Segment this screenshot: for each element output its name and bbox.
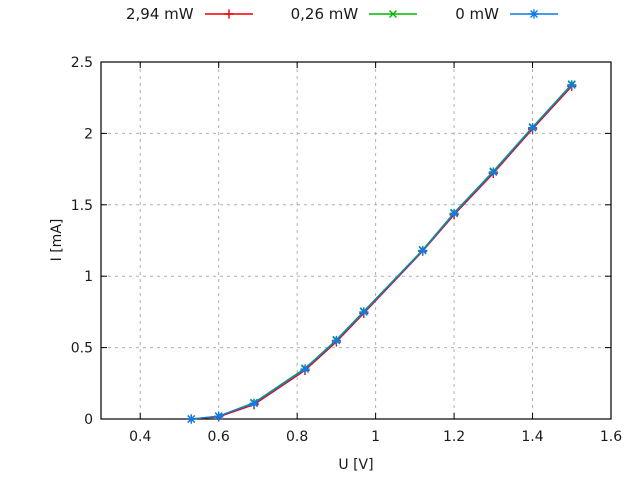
x-tick-label: 0.8 <box>286 429 308 445</box>
x-tick-label: 1.4 <box>521 429 543 445</box>
series-line-1 <box>191 83 573 420</box>
x-tick-label: 0.4 <box>129 429 151 445</box>
legend-label: 2,94 mW <box>126 5 194 23</box>
y-tick-label: 1 <box>84 269 93 285</box>
x-tick-label: 1 <box>371 429 380 445</box>
y-tick-label: 1.5 <box>71 198 93 214</box>
legend-item-0mw: 0 mW <box>455 5 560 23</box>
y-tick-label: 0 <box>84 412 93 428</box>
x-tick-label: 1.6 <box>600 429 622 445</box>
series-line-0 <box>191 85 573 420</box>
series-markers-2 <box>186 80 577 424</box>
legend-label: 0,26 mW <box>290 5 359 23</box>
series-line-2 <box>191 84 573 420</box>
x-tick-label: 0.6 <box>208 429 230 445</box>
legend-sample-marker <box>389 10 398 18</box>
legend-item-0-26mw: 0,26 mW <box>291 5 420 23</box>
y-tick-label: 2.5 <box>71 55 93 71</box>
legend-sample-marker <box>224 9 234 19</box>
legend-sample-plus-icon <box>204 9 253 19</box>
legend: 2,94 mW 0,26 mW 0 mW <box>126 5 560 23</box>
legend-item-2-94mw: 2,94 mW <box>126 5 255 23</box>
x-tick-label: 1.2 <box>443 429 465 445</box>
y-tick-label: 2 <box>84 126 93 142</box>
plot-border <box>100 61 612 420</box>
x-axis-label: U [V] <box>338 457 373 473</box>
legend-label: 0 mW <box>455 5 500 23</box>
y-tick-label: 0.5 <box>71 341 93 357</box>
legend-sample-cross-icon <box>369 10 418 18</box>
y-axis-label: I [mA] <box>49 219 65 262</box>
legend-sample-marker <box>529 9 539 19</box>
series-markers-1 <box>187 80 576 423</box>
legend-sample-star-icon <box>510 9 559 19</box>
